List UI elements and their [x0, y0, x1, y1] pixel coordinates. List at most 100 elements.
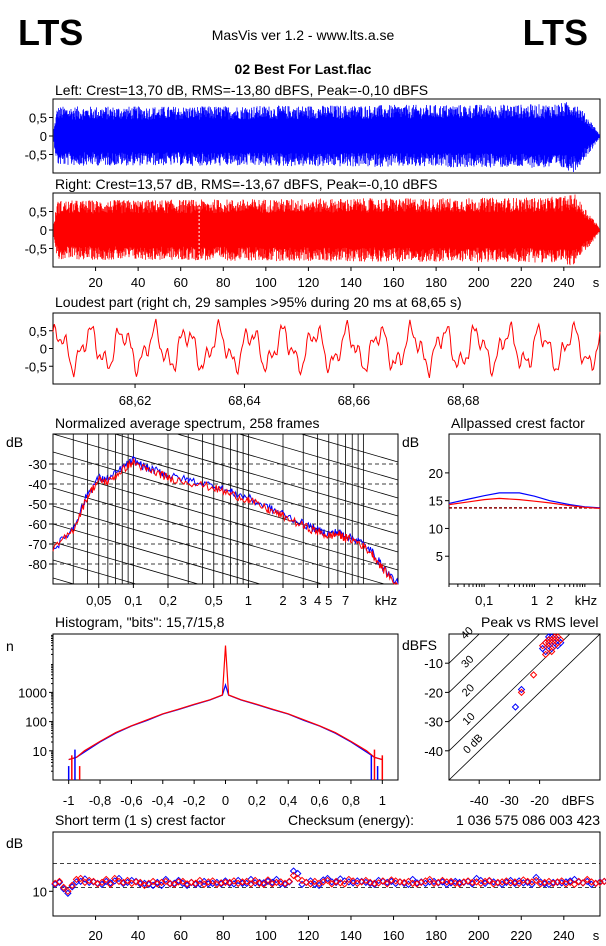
right-channel-ytick-label: -0,5: [25, 242, 47, 257]
crest-point: [149, 877, 157, 886]
crest-point: [85, 876, 93, 885]
crest-point: [264, 876, 272, 884]
right-channel-title: Right: Crest=13,57 dB, RMS=-13,67 dBFS, …: [55, 176, 437, 192]
spectrum-slope-line: [53, 505, 324, 584]
crest-point: [600, 877, 606, 886]
crest-xtick-label: 200: [468, 928, 490, 943]
crest-point: [298, 880, 306, 889]
peak-rms-point: [538, 644, 547, 653]
crest-point: [460, 878, 468, 886]
right-channel-xtick-label: 220: [510, 275, 532, 290]
crest-xtick-label: 220: [510, 928, 532, 943]
crest-point: [170, 880, 179, 889]
crest-point: [477, 876, 485, 885]
crest-point: [255, 879, 264, 888]
crest-point: [196, 876, 204, 885]
right-channel-xtick-label: 80: [216, 275, 230, 290]
histogram-ytick-label: 10: [33, 744, 47, 759]
checksum-label: Checksum (energy):: [288, 812, 414, 828]
crest-xtick-label: 80: [216, 928, 230, 943]
crest-point: [481, 877, 489, 886]
spectrum-slope-line: [53, 523, 262, 584]
histogram-xtick-label: 0: [222, 793, 229, 808]
spectrum-ytick-label: -70: [28, 537, 47, 552]
crest-point: [430, 879, 438, 888]
histogram-ytick-label: 1000: [18, 685, 47, 700]
spectrum-slope-line: [53, 559, 138, 584]
crest-point: [472, 878, 481, 886]
crest-point: [570, 875, 579, 884]
crest-point: [98, 878, 106, 887]
crest-point: [587, 878, 596, 886]
right-channel-xtick-label: 180: [425, 275, 447, 290]
spectrum-slope-line: [53, 434, 398, 535]
allpass-ylabel: dB: [402, 434, 419, 450]
crest-point: [174, 876, 183, 885]
crest-xtick-label: 140: [340, 928, 362, 943]
crest-point: [72, 875, 81, 884]
crest-point: [260, 880, 268, 889]
crest-point: [579, 879, 587, 887]
allpass-ytick-label: 10: [429, 521, 443, 536]
left-channel-ytick-label: -0,5: [25, 148, 47, 163]
peak-rms-point: [544, 636, 553, 644]
crest-point: [123, 876, 132, 885]
crest-point: [208, 877, 217, 885]
right-channel-xtick-label: 100: [255, 275, 277, 290]
crest-point: [540, 878, 549, 887]
loudest-part-title: Loudest part (right ch, 29 samples >95% …: [55, 294, 462, 310]
spectrum-slope-line: [53, 451, 398, 553]
crest-point: [519, 876, 528, 884]
loudest-xtick-label: 68,62: [119, 393, 152, 408]
histogram-ytick-label: 100: [25, 715, 47, 730]
crest-point: [583, 875, 591, 884]
spectrum-ytick-label: -50: [28, 497, 47, 512]
crest-point: [200, 880, 208, 889]
left-channel-title: Left: Crest=13,70 dB, RMS=-13,80 dBFS, P…: [55, 82, 428, 98]
spectrum-slope-line: [299, 434, 398, 463]
crest-point: [306, 880, 315, 888]
crest-point: [162, 877, 170, 886]
spectrum-title: Normalized average spectrum, 258 frames: [55, 415, 320, 431]
peak-rms-xunit-label: dBFS: [562, 793, 595, 808]
crest-point: [502, 877, 511, 885]
peak-rms-point: [547, 647, 556, 656]
crest-point: [362, 876, 370, 885]
right-channel-xtick-label: 40: [131, 275, 145, 290]
crest-point: [191, 879, 200, 888]
peak-rms-point: [517, 685, 526, 694]
app-title: MasVis ver 1.2 - www.lts.a.se: [212, 27, 395, 43]
crest-point: [76, 874, 85, 883]
peak-rms-diagonal: [449, 634, 541, 723]
crest-point: [311, 877, 319, 886]
loudest-xtick-label: 68,64: [228, 393, 261, 408]
allpass-ytick-label: 15: [429, 494, 443, 509]
logo-left: LTS: [18, 12, 83, 53]
crest-ytick-label: 10: [33, 884, 47, 899]
peak-rms-ylabel: dBFS: [402, 637, 437, 653]
crest-point: [242, 877, 251, 886]
histogram-xtick-label: 1: [379, 793, 386, 808]
histogram-xtick-label: 0,2: [248, 793, 266, 808]
peak-rms-point: [538, 641, 547, 650]
crest-point: [575, 877, 583, 886]
plots-layer: 0,50-0,50,50-0,520 40 60 80 100 120 140 160 180 2…: [18, 98, 606, 943]
peak-rms-ytick-label: -10: [424, 656, 443, 671]
crest-point: [391, 877, 400, 885]
crest-xtick-label: 40: [131, 928, 145, 943]
peak-rms-title: Peak vs RMS level: [481, 614, 598, 630]
spectrum-slope-line: [53, 686, 398, 786]
crest-point: [115, 877, 123, 886]
peak-rms-diagonal: [449, 634, 510, 693]
crest-xtick-label: 60: [173, 928, 187, 943]
crest-point: [328, 880, 336, 888]
right-channel-xtick-label: 120: [298, 275, 320, 290]
crest-point: [566, 878, 574, 887]
spectrum-slope-line: [53, 469, 398, 571]
crest-point: [277, 878, 285, 886]
crest-point: [200, 877, 208, 886]
right-channel-xtick-label: 20: [88, 275, 102, 290]
histogram-ylabel: n: [6, 638, 14, 654]
peak-rms-diagonal: [449, 634, 480, 664]
crest-point: [506, 879, 515, 887]
